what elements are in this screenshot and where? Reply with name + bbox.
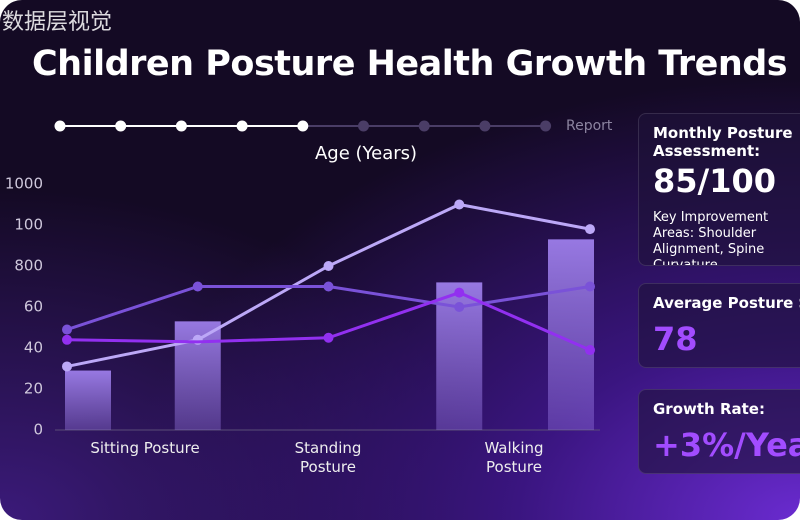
card-note: Key Improvement Areas: Shoulder Alignmen… [653,210,769,266]
card-value: 78 [653,320,698,358]
point [454,287,465,298]
bar [65,370,111,430]
y-tick-label: 20 [24,380,43,398]
y-tick-label: 800 [14,257,43,275]
point [585,281,595,292]
card: Average Posture Score 78 [638,283,800,368]
stepper-dot [540,120,552,132]
x-tick-label: Sitting Posture [90,439,200,457]
point [62,361,72,372]
card-value: +3%/Year [653,426,800,464]
point [192,281,203,292]
chart-title: Children Posture Health Growth Trends [32,44,788,84]
watermark: 数据层视觉 [2,10,113,35]
stepper-dot [54,120,66,132]
card: Growth Rate: +3%/Year [638,389,800,474]
stepper-dot [115,120,127,132]
card: Monthly Posture Assessment: 85/100 Key I… [638,113,800,266]
y-tick-label: 60 [24,298,43,316]
stepper-dot [418,120,430,132]
x-axis-title: Age (Years) [315,143,417,164]
card-title: Growth Rate: [653,400,765,418]
y-tick-label: 40 [24,339,43,357]
stepper-label: Report [566,118,613,134]
y-tick-label: 100 [14,216,43,234]
point [454,199,465,210]
point [323,281,334,292]
stepper-dot [479,120,491,132]
stepper-dot [297,120,309,132]
point [585,224,595,235]
point [323,332,334,343]
stepper-dot [358,120,369,132]
x-tick-label: Standing Posture [294,439,362,476]
y-tick-label: 1000 [5,175,43,193]
stepper-dot [175,120,187,132]
card-value: 85/100 [653,162,777,200]
y-tick-label: 0 [33,421,43,439]
stepper-dot [236,120,248,132]
point [454,302,465,312]
point [323,261,334,271]
card-title: Average Posture Score [653,294,800,312]
point [585,345,595,356]
point [62,334,72,345]
x-tick-label: Walking Posture [484,439,544,476]
card-title: Monthly Posture Assessment: [653,124,793,160]
line [66,285,591,331]
point [62,324,72,335]
